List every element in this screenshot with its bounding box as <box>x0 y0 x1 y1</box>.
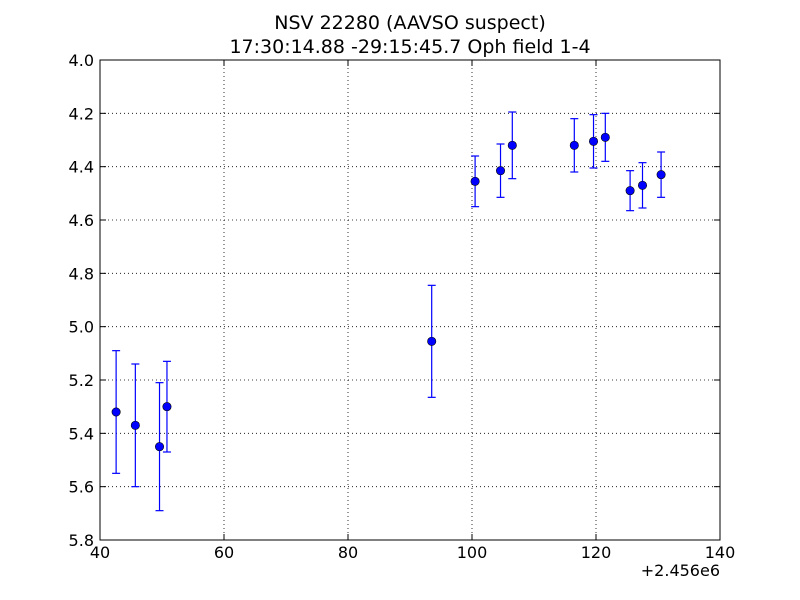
data-point <box>427 336 437 346</box>
y-tick-label: 4.6 <box>69 211 94 230</box>
y-tick-label: 4.0 <box>69 51 94 70</box>
x-offset-label: +2.456e6 <box>641 561 720 580</box>
x-tick-label: 100 <box>457 543 488 562</box>
x-tick-label: 140 <box>705 543 736 562</box>
x-tick-label: 40 <box>90 543 110 562</box>
data-point <box>507 140 517 150</box>
x-tick-label: 80 <box>338 543 358 562</box>
plot-area <box>100 60 720 540</box>
data-point <box>600 132 610 142</box>
marker-layer <box>111 132 666 452</box>
y-tick-label: 5.6 <box>69 478 94 497</box>
y-tick-label: 4.4 <box>69 158 94 177</box>
data-point <box>496 166 506 176</box>
y-tick-label: 5.4 <box>69 424 94 443</box>
chart-title-line1: NSV 22280 (AAVSO suspect) <box>274 12 545 34</box>
data-point <box>111 407 121 417</box>
x-tick-label: 120 <box>581 543 612 562</box>
data-point <box>162 402 172 412</box>
y-tick-label: 4.2 <box>69 104 94 123</box>
x-tick-label: 60 <box>214 543 234 562</box>
data-point <box>470 176 480 186</box>
y-tick-label: 5.2 <box>69 371 94 390</box>
tick-layer: 40 60 80 100 120 140 4.0 4.2 4.4 4.6 4.8 5.0 5.2 5.4 5… <box>69 51 736 562</box>
plot-frame <box>99 59 721 541</box>
data-point <box>130 420 140 430</box>
data-point <box>155 442 165 452</box>
y-tick-label: 5.8 <box>69 531 94 550</box>
y-tick-label: 4.8 <box>69 264 94 283</box>
data-point <box>569 140 579 150</box>
data-point <box>637 180 647 190</box>
y-tick-label: 5.0 <box>69 318 94 337</box>
data-point <box>625 186 635 196</box>
data-point <box>589 136 599 146</box>
chart-title-line2: 17:30:14.88 -29:15:45.7 Oph field 1-4 <box>229 36 590 58</box>
data-point <box>656 170 666 180</box>
